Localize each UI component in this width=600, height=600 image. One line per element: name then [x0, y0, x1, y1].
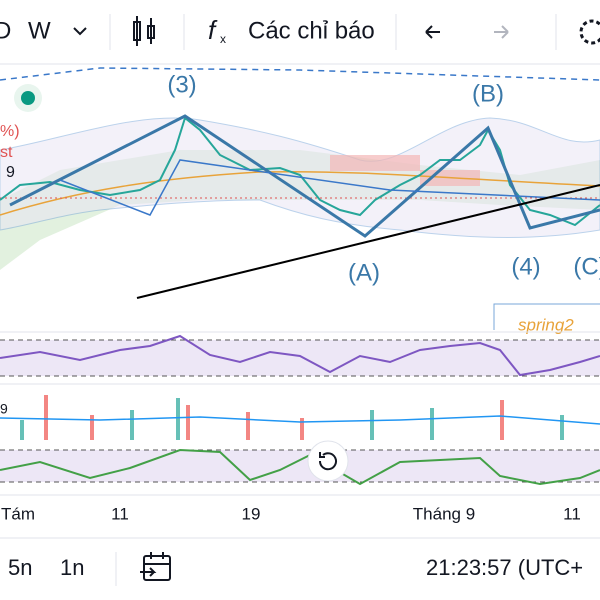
settings-icon[interactable] [579, 19, 600, 45]
volume-label: 9 [0, 401, 8, 417]
undo-icon[interactable] [425, 25, 440, 39]
left-label: st [0, 144, 13, 161]
reset-icon[interactable] [318, 452, 337, 471]
left-label: 9 [6, 164, 15, 181]
fx-icon[interactable]: f [208, 15, 218, 45]
wave-label: (C) [573, 253, 600, 280]
redo-icon[interactable] [494, 25, 509, 39]
interval-w[interactable]: W [28, 17, 51, 44]
volume-ma [0, 415, 600, 425]
x-axis-label: 19 [242, 504, 261, 523]
wave-label: (4) [511, 253, 540, 280]
rsi-band [0, 340, 600, 376]
indicators-button[interactable]: Các chỉ báo [248, 17, 375, 44]
dropdown-icon[interactable] [73, 27, 87, 36]
x-axis-label: Tám [1, 504, 35, 523]
wave-label: (B) [472, 80, 504, 107]
wave-label: (A) [348, 259, 380, 286]
note-box [493, 303, 600, 330]
price-line [0, 116, 600, 227]
volume-bars [20, 395, 564, 440]
interval-d[interactable]: D [0, 17, 11, 44]
x-axis-label: Tháng 9 [413, 504, 475, 523]
left-label: %) [0, 123, 20, 140]
note: spring2 [518, 315, 574, 334]
channel-line [0, 67, 600, 81]
status-dot [21, 91, 35, 105]
x-axis-label: 11 [563, 504, 581, 523]
trend-line [136, 184, 600, 299]
zone [330, 155, 420, 171]
goto-date-icon[interactable] [140, 552, 171, 581]
clock: 21:23:57 (UTC+ [426, 555, 583, 580]
range-button[interactable]: 1n [60, 555, 84, 580]
reset-button[interactable] [307, 440, 349, 482]
wave-line [9, 114, 600, 238]
candle-icon[interactable] [133, 16, 155, 46]
chart-area: %) st 9 (3) (B) (A) (4) (C) spring2 [0, 67, 600, 334]
range-button[interactable]: 5n [8, 555, 32, 580]
rsi-line [0, 334, 600, 377]
trend-line [59, 159, 600, 216]
x-axis-label: 11 [111, 504, 129, 523]
fx-icon[interactable]: x [220, 32, 226, 46]
wave-label: (3) [167, 71, 196, 98]
